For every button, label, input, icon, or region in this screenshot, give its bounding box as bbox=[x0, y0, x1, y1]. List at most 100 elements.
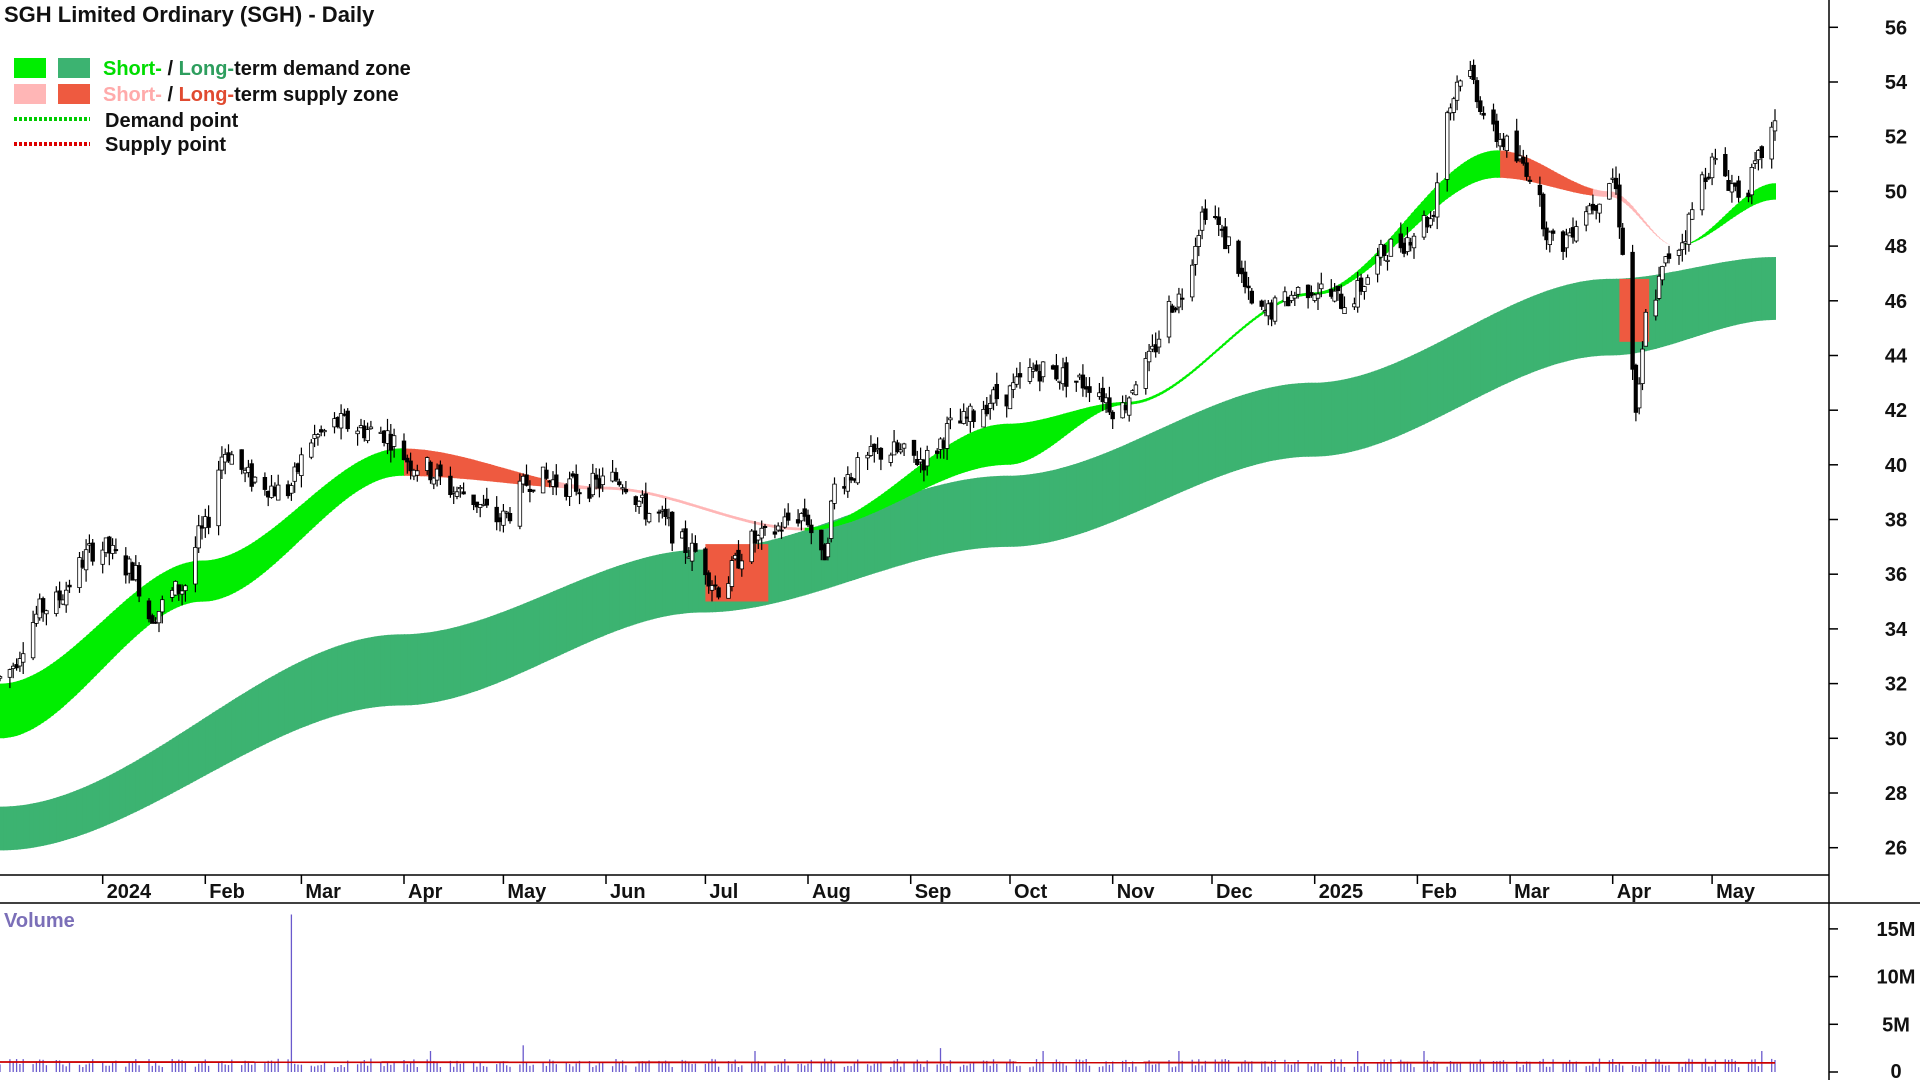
short-term-zone-segment bbox=[857, 508, 862, 520]
long-term-demand-zone-segment bbox=[1192, 412, 1197, 488]
long-term-demand-zone-segment bbox=[155, 746, 160, 802]
long-term-demand-zone-segment bbox=[1384, 365, 1389, 442]
long-term-demand-zone-segment bbox=[304, 657, 309, 727]
short-term-zone-segment bbox=[748, 520, 753, 524]
candle-body bbox=[1315, 293, 1321, 299]
long-term-demand-zone-segment bbox=[1003, 475, 1008, 547]
long-term-demand-zone-segment bbox=[1549, 288, 1555, 366]
candle-body bbox=[428, 461, 433, 481]
short-term-zone-segment bbox=[712, 509, 717, 514]
long-term-demand-zone-segment bbox=[1712, 263, 1717, 332]
long-term-demand-zone-segment bbox=[1099, 453, 1104, 527]
candle-body bbox=[617, 481, 622, 486]
candle-body bbox=[299, 454, 304, 476]
candle-body bbox=[90, 542, 95, 562]
candle-body bbox=[1504, 135, 1509, 152]
short-term-zone-segment bbox=[880, 492, 886, 510]
short-term-zone-segment bbox=[112, 608, 117, 659]
candle-body bbox=[1514, 130, 1519, 162]
candle-body bbox=[706, 572, 711, 587]
candle-body bbox=[501, 510, 506, 526]
candle-body bbox=[1127, 397, 1132, 416]
long-term-demand-zone-segment bbox=[473, 620, 478, 692]
short-term-zone-segment bbox=[668, 497, 674, 501]
long-term-demand-zone-segment bbox=[1513, 302, 1518, 381]
candle-body bbox=[1547, 231, 1552, 246]
price-tick-label: 50 bbox=[1885, 181, 1907, 203]
long-term-demand-zone-segment bbox=[264, 678, 270, 745]
long-term-demand-zone-segment bbox=[884, 500, 889, 571]
short-term-zone-segment bbox=[1765, 184, 1770, 201]
short-term-zone-segment bbox=[1741, 196, 1747, 212]
candle-body bbox=[309, 442, 314, 458]
candle-body bbox=[431, 477, 436, 485]
short-term-zone-segment bbox=[1410, 210, 1415, 231]
long-term-demand-zone-segment bbox=[665, 552, 670, 617]
short-term-zone-segment bbox=[311, 493, 316, 530]
long-term-demand-zone-segment bbox=[314, 653, 319, 723]
candle-body bbox=[1749, 166, 1754, 196]
long-term-demand-zone-segment bbox=[1467, 325, 1472, 403]
short-term-zone-segment bbox=[53, 660, 58, 715]
short-term-zone-segment bbox=[205, 560, 210, 602]
long-term-demand-zone-segment bbox=[291, 664, 296, 732]
long-term-demand-zone-segment bbox=[16, 805, 21, 850]
short-term-zone-segment bbox=[1241, 324, 1247, 330]
long-term-demand-zone-segment bbox=[390, 634, 396, 706]
short-term-zone-segment bbox=[1364, 261, 1369, 272]
long-term-demand-zone-segment bbox=[1225, 399, 1230, 475]
candle-body bbox=[1176, 293, 1182, 308]
long-term-demand-zone-segment bbox=[149, 750, 154, 806]
short-term-zone-segment bbox=[1500, 150, 1505, 178]
candle-body bbox=[739, 560, 744, 570]
candle-body bbox=[1653, 299, 1658, 317]
long-term-demand-zone-segment bbox=[92, 781, 97, 831]
long-term-demand-zone-segment bbox=[1741, 258, 1747, 324]
short-term-zone-segment bbox=[1493, 150, 1498, 178]
short-term-zone-segment bbox=[1629, 203, 1634, 211]
candle-body bbox=[1100, 387, 1105, 403]
long-term-demand-zone-segment bbox=[586, 576, 591, 644]
long-term-demand-zone-segment bbox=[1298, 383, 1303, 458]
candle-body bbox=[1272, 297, 1278, 322]
short-term-zone-segment bbox=[1417, 202, 1422, 224]
candle-body bbox=[670, 511, 675, 544]
long-term-demand-zone-segment bbox=[1529, 295, 1535, 374]
volume-label: Volume bbox=[4, 910, 75, 932]
long-term-demand-zone-segment bbox=[914, 491, 919, 562]
short-term-zone-segment bbox=[357, 460, 362, 491]
long-term-demand-zone-segment bbox=[99, 778, 104, 829]
short-term-zone-segment bbox=[529, 475, 535, 486]
long-term-demand-zone-segment bbox=[337, 644, 343, 716]
short-term-zone-segment bbox=[29, 674, 35, 731]
volume-axis: 0 5M 10M 15M bbox=[1829, 919, 1915, 1080]
short-term-zone-segment bbox=[824, 523, 829, 529]
short-term-zone-segment bbox=[884, 489, 889, 508]
long-term-demand-zone-segment bbox=[483, 617, 488, 689]
long-term-demand-zone-segment bbox=[1457, 330, 1462, 408]
candle-body bbox=[196, 525, 201, 549]
short-term-zone-segment bbox=[99, 620, 104, 672]
long-term-demand-zone-segment bbox=[251, 686, 256, 751]
short-term-zone-segment bbox=[708, 508, 713, 513]
long-term-demand-zone-segment bbox=[36, 801, 41, 847]
short-term-zone-segment bbox=[39, 669, 44, 725]
price-tick-label: 52 bbox=[1885, 127, 1907, 149]
candle-body bbox=[150, 615, 155, 624]
short-term-zone-segment bbox=[579, 485, 584, 490]
long-term-demand-zone-segment bbox=[847, 513, 853, 582]
short-term-zone-segment bbox=[1033, 420, 1038, 458]
long-term-demand-zone-segment bbox=[1152, 430, 1157, 505]
short-term-zone-segment bbox=[1165, 387, 1170, 392]
candle-body bbox=[600, 475, 605, 486]
candle-body bbox=[219, 456, 225, 471]
long-term-demand-zone-segment bbox=[844, 515, 849, 583]
short-term-zone-segment bbox=[33, 673, 38, 729]
long-term-demand-zone-segment bbox=[536, 596, 541, 666]
long-term-demand-zone-segment bbox=[308, 656, 313, 726]
long-term-demand-zone-segment bbox=[1493, 312, 1498, 390]
short-term-zone-segment bbox=[960, 436, 965, 474]
long-term-demand-zone-segment bbox=[1122, 444, 1127, 518]
long-term-demand-zone-segment bbox=[1596, 279, 1601, 357]
candle-body bbox=[1385, 259, 1390, 262]
